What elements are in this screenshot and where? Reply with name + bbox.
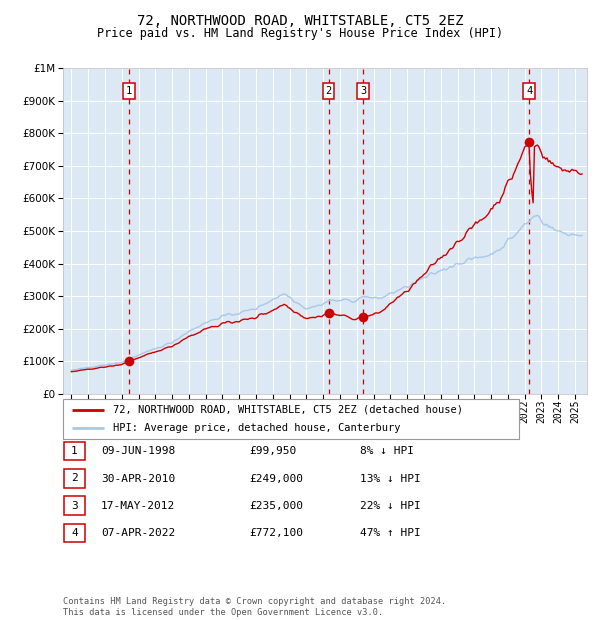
Text: 47% ↑ HPI: 47% ↑ HPI xyxy=(360,528,421,538)
Text: £772,100: £772,100 xyxy=(249,528,303,538)
Text: £99,950: £99,950 xyxy=(249,446,296,456)
Text: 13% ↓ HPI: 13% ↓ HPI xyxy=(360,474,421,484)
Text: 3: 3 xyxy=(71,500,78,511)
Text: 4: 4 xyxy=(526,86,532,96)
Text: Price paid vs. HM Land Registry's House Price Index (HPI): Price paid vs. HM Land Registry's House … xyxy=(97,27,503,40)
Text: 2: 2 xyxy=(71,473,78,484)
Text: 30-APR-2010: 30-APR-2010 xyxy=(101,474,175,484)
Text: 2: 2 xyxy=(326,86,332,96)
Text: 17-MAY-2012: 17-MAY-2012 xyxy=(101,501,175,511)
Text: 4: 4 xyxy=(71,528,78,538)
Text: 3: 3 xyxy=(360,86,367,96)
Text: 72, NORTHWOOD ROAD, WHITSTABLE, CT5 2EZ: 72, NORTHWOOD ROAD, WHITSTABLE, CT5 2EZ xyxy=(137,14,463,28)
Text: 8% ↓ HPI: 8% ↓ HPI xyxy=(360,446,414,456)
Text: HPI: Average price, detached house, Canterbury: HPI: Average price, detached house, Cant… xyxy=(113,423,401,433)
Text: Contains HM Land Registry data © Crown copyright and database right 2024.
This d: Contains HM Land Registry data © Crown c… xyxy=(63,598,446,617)
Text: 72, NORTHWOOD ROAD, WHITSTABLE, CT5 2EZ (detached house): 72, NORTHWOOD ROAD, WHITSTABLE, CT5 2EZ … xyxy=(113,404,463,415)
Text: £235,000: £235,000 xyxy=(249,501,303,511)
Text: 22% ↓ HPI: 22% ↓ HPI xyxy=(360,501,421,511)
Text: 1: 1 xyxy=(71,446,78,456)
Text: 09-JUN-1998: 09-JUN-1998 xyxy=(101,446,175,456)
Text: 1: 1 xyxy=(126,86,132,96)
Text: 07-APR-2022: 07-APR-2022 xyxy=(101,528,175,538)
Text: £249,000: £249,000 xyxy=(249,474,303,484)
